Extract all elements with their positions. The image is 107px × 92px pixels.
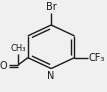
Text: N: N [48,71,55,81]
Text: O: O [0,61,8,71]
Text: Br: Br [46,2,56,12]
Text: CF₃: CF₃ [88,53,105,63]
Text: CH₃: CH₃ [10,44,26,53]
